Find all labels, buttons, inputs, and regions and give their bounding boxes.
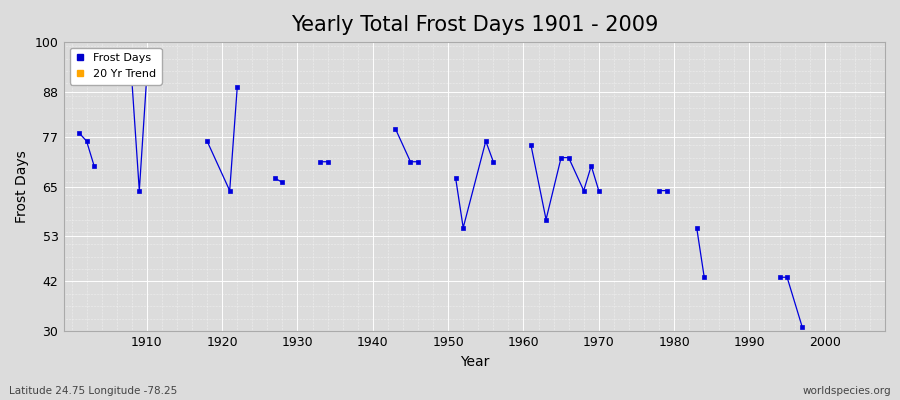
Text: worldspecies.org: worldspecies.org: [803, 386, 891, 396]
Title: Yearly Total Frost Days 1901 - 2009: Yearly Total Frost Days 1901 - 2009: [291, 15, 658, 35]
Legend: Frost Days, 20 Yr Trend: Frost Days, 20 Yr Trend: [69, 48, 162, 84]
Y-axis label: Frost Days: Frost Days: [15, 150, 29, 223]
X-axis label: Year: Year: [460, 355, 490, 369]
Text: Latitude 24.75 Longitude -78.25: Latitude 24.75 Longitude -78.25: [9, 386, 177, 396]
